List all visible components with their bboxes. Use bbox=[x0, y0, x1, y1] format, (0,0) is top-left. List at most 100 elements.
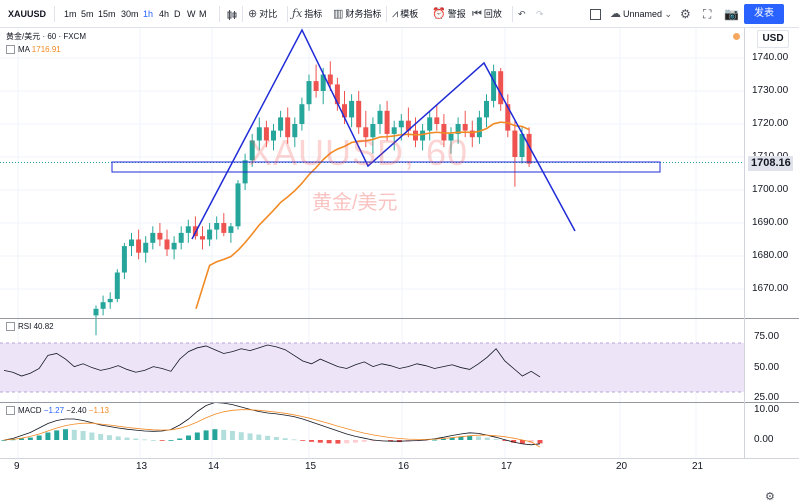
candle bbox=[405, 107, 411, 138]
main-legend: 黄金/美元 · 60 · FXCM bbox=[6, 31, 86, 42]
rsi-tick-label: 50.00 bbox=[754, 362, 780, 373]
interval-1m[interactable]: 1m bbox=[64, 9, 77, 19]
toolbar-divider bbox=[512, 6, 513, 22]
macd-bar bbox=[159, 440, 165, 441]
financials-button[interactable]: ▥ 财务指标 bbox=[333, 0, 381, 28]
chart-canvas[interactable] bbox=[0, 28, 799, 482]
function-icon: ƒx bbox=[292, 7, 303, 20]
candle bbox=[214, 216, 220, 240]
macd-bar bbox=[142, 439, 148, 441]
macd-legend-label: MACD bbox=[18, 406, 42, 415]
main-legend-title: 黄金/美元 · 60 · FXCM bbox=[6, 32, 87, 41]
price-tick-label: 1670.00 bbox=[752, 283, 789, 294]
interval-4h[interactable]: 4h bbox=[159, 9, 170, 19]
compare-label: 对比 bbox=[259, 9, 278, 19]
macd-bar bbox=[36, 435, 42, 440]
rsi-legend[interactable]: RSI 40.82 bbox=[6, 322, 54, 332]
alert-button[interactable]: ⏰ 警报 bbox=[432, 0, 466, 28]
layout-name-button[interactable]: ☁ Unnamed ⌄ bbox=[610, 0, 672, 28]
candles-series bbox=[93, 61, 532, 336]
collapse-icon[interactable] bbox=[6, 322, 15, 332]
bar-chart-icon: ▥ bbox=[333, 8, 344, 20]
toolbar-divider bbox=[219, 6, 220, 22]
macd-bar bbox=[247, 433, 253, 440]
watermark-name: 黄金/美元 bbox=[312, 192, 398, 214]
replay-button[interactable]: ⏮ 回放 bbox=[472, 0, 502, 28]
axis-settings-button[interactable]: ⚙ bbox=[765, 490, 775, 503]
candle bbox=[384, 100, 390, 141]
undo-button[interactable]: ↶ bbox=[518, 0, 526, 28]
candle bbox=[349, 94, 355, 128]
candle bbox=[476, 110, 482, 144]
indicators-button[interactable]: ƒx 指标 bbox=[292, 0, 322, 28]
candle bbox=[434, 104, 440, 131]
time-tick-label: 15 bbox=[305, 461, 317, 472]
fullscreen-icon: ⛶ bbox=[703, 7, 712, 21]
snapshot-button[interactable]: 📷 bbox=[724, 0, 739, 28]
macd-bar bbox=[537, 440, 543, 444]
support-rectangle[interactable] bbox=[111, 161, 661, 173]
redo-button[interactable]: ↷ bbox=[536, 0, 544, 28]
macd-bar bbox=[265, 435, 271, 440]
gear-icon: ⚙ bbox=[680, 7, 691, 21]
candle bbox=[420, 124, 426, 151]
interval-D[interactable]: D bbox=[174, 9, 181, 19]
interval-1h[interactable]: 1h bbox=[143, 9, 154, 19]
interval-15m[interactable]: 15m bbox=[98, 9, 116, 19]
interval-30m[interactable]: 30m bbox=[121, 9, 139, 19]
ma-legend-value: 1716.91 bbox=[31, 45, 61, 54]
double-top-pattern[interactable] bbox=[191, 28, 576, 240]
fullscreen-checkbox[interactable] bbox=[590, 0, 601, 28]
interval-M[interactable]: M bbox=[199, 9, 207, 19]
fullscreen-button[interactable]: ⛶ bbox=[703, 0, 711, 28]
candle bbox=[313, 64, 319, 98]
macd-tick-label: 0.00 bbox=[754, 434, 774, 445]
candle bbox=[100, 295, 106, 316]
candle bbox=[448, 127, 454, 154]
candle bbox=[185, 219, 191, 243]
toolbar-divider bbox=[54, 6, 55, 22]
rsi-legend-label: RSI bbox=[18, 322, 32, 331]
candle bbox=[455, 117, 461, 144]
macd-bar bbox=[458, 436, 464, 440]
candle bbox=[285, 107, 291, 144]
publish-button[interactable]: 发表 bbox=[744, 4, 784, 24]
rsi-line bbox=[3, 344, 541, 378]
price-tick-label: 1720.00 bbox=[752, 118, 789, 129]
chevron-down-icon: ⌄ bbox=[664, 9, 673, 19]
candle bbox=[377, 104, 383, 134]
interval-W[interactable]: W bbox=[187, 9, 196, 19]
macd-bar bbox=[326, 440, 332, 444]
interval-5m[interactable]: 5m bbox=[81, 9, 94, 19]
macd-bar bbox=[106, 435, 112, 440]
templates-button[interactable]: ⩘ 模板 bbox=[392, 0, 418, 28]
collapse-icon[interactable] bbox=[6, 45, 15, 55]
symbol-search[interactable]: XAUUSD bbox=[8, 9, 47, 19]
macd-bar bbox=[98, 434, 104, 440]
chart-area[interactable]: XAUUSD, 60 黄金/美元 黄金/美元 · 60 · FXCM MA 17… bbox=[0, 28, 799, 503]
macd-bar bbox=[519, 440, 525, 444]
ma-legend[interactable]: MA 1716.91 bbox=[6, 45, 61, 55]
chart-type-button[interactable] bbox=[226, 0, 238, 28]
candle bbox=[299, 97, 305, 131]
macd-bar bbox=[440, 438, 446, 440]
compare-button[interactable]: ⊕ 对比 bbox=[248, 0, 277, 28]
currency-badge[interactable]: USD bbox=[757, 30, 789, 48]
candle bbox=[129, 232, 134, 256]
macd-bar bbox=[484, 437, 490, 440]
macd-bar bbox=[388, 440, 394, 442]
macd-legend[interactable]: MACD −1.27 −2.40 −1.13 bbox=[6, 406, 109, 416]
macd-bar bbox=[194, 432, 200, 440]
macd-legend-v2: −2.40 bbox=[66, 406, 87, 415]
settings-button[interactable]: ⚙ bbox=[680, 0, 691, 28]
macd-bar bbox=[335, 440, 341, 444]
time-tick-label: 21 bbox=[692, 461, 704, 472]
macd-bar bbox=[221, 429, 227, 440]
price-tick-label: 1700.00 bbox=[752, 184, 789, 195]
macd-bar bbox=[45, 432, 51, 440]
alarm-clock-icon: ⏰ bbox=[432, 8, 446, 20]
macd-bar bbox=[256, 434, 262, 440]
macd-bar bbox=[19, 438, 25, 440]
macd-bar bbox=[80, 431, 86, 440]
collapse-icon[interactable] bbox=[6, 406, 15, 416]
